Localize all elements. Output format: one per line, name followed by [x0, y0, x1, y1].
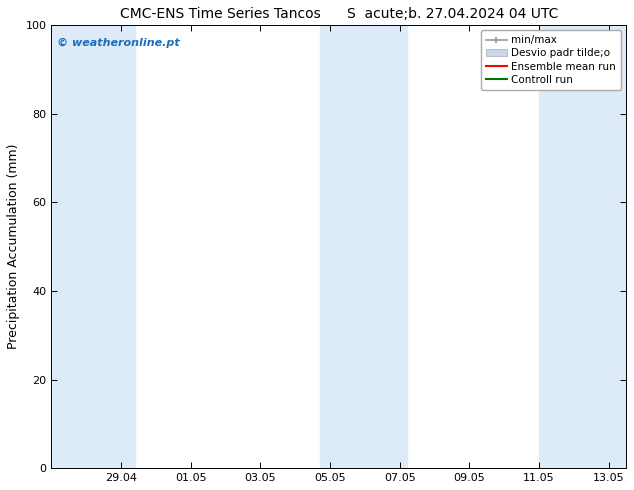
Y-axis label: Precipitation Accumulation (mm): Precipitation Accumulation (mm) — [7, 144, 20, 349]
Bar — [539, 25, 626, 468]
Title: CMC-ENS Time Series Tancos      S  acute;b. 27.04.2024 04 UTC: CMC-ENS Time Series Tancos S acute;b. 27… — [120, 7, 558, 21]
Bar — [51, 25, 135, 468]
Text: © weatheronline.pt: © weatheronline.pt — [57, 38, 180, 49]
Bar — [354, 25, 406, 468]
Legend: min/max, Desvio padr tilde;o, Ensemble mean run, Controll run: min/max, Desvio padr tilde;o, Ensemble m… — [481, 30, 621, 90]
Bar — [320, 25, 354, 468]
